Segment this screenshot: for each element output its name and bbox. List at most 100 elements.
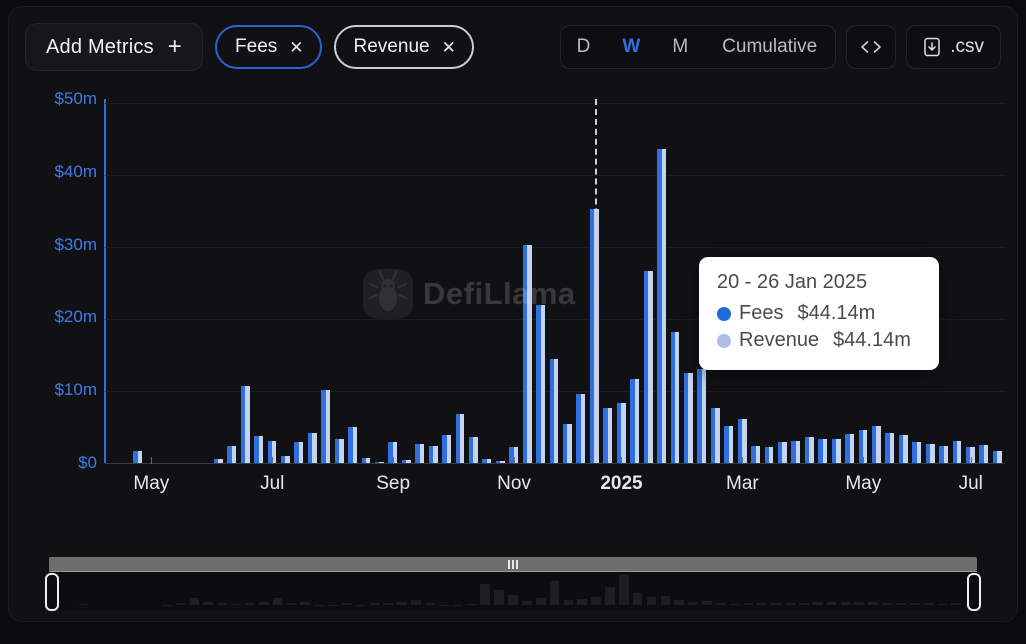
bar-fees [603,408,608,463]
tooltip-title: 20 - 26 Jan 2025 [717,271,868,293]
bar-fees [334,439,340,463]
download-csv-button[interactable]: .csv [906,25,1001,69]
chart-card: Add Metrics + Fees ✕ Revenue ✕ D W M Cum… [8,6,1018,622]
bar-revenue [822,438,828,463]
range-handle-right[interactable] [967,573,981,611]
x-axis-tick [272,457,274,464]
metric-chip-fees[interactable]: Fees ✕ [215,25,322,69]
x-axis-tick [742,457,744,464]
file-download-icon [924,37,940,57]
bar-revenue [271,441,277,463]
bar-revenue [742,419,747,463]
bar-revenue [433,445,438,463]
add-metrics-button[interactable]: Add Metrics + [25,23,204,71]
brush-mini-bar [688,601,698,605]
bar-fees [643,271,649,463]
bar-revenue [554,358,559,463]
bar-revenue [312,432,317,463]
bar-fees [845,434,850,463]
interval-option-d[interactable]: D [576,36,591,57]
brush-mini-bar [549,581,560,605]
bar-fees [469,437,474,463]
brush-mini-bar [231,604,241,605]
range-handle-left[interactable] [45,573,59,611]
bar-revenue [782,442,787,463]
bar-revenue [688,373,693,463]
brush-mini-bar [480,584,491,605]
brush-mini-bar [535,598,546,605]
embed-code-button[interactable] [846,25,897,69]
bar-fees [912,442,917,463]
bar-revenue [366,457,371,463]
brush-mini-bar [646,596,657,605]
x-axis-tick [970,457,972,464]
interval-option-w[interactable]: W [622,36,641,57]
brush-mini-bar [799,602,809,605]
bar-fees [589,208,595,463]
bar-fees [388,442,393,463]
metric-chip-fees-label: Fees [235,36,278,57]
y-axis-tick-label: $0 [78,453,97,472]
bar-fees [240,385,246,463]
brush-mini-bar [425,602,435,605]
brush-mini-bar [300,601,311,605]
brush-mini-bar [189,597,200,605]
bar-revenue [379,461,384,463]
plus-icon: + [167,33,183,60]
x-axis-tick [621,457,623,464]
bar-fees [831,439,837,463]
brush-mini-bar [923,602,934,605]
bar-fees [348,427,353,463]
hover-marker-line [594,99,597,463]
bar-fees [979,445,984,463]
bar-revenue [983,445,989,463]
bar-revenue [245,385,250,463]
bar-fees [563,424,568,463]
tooltip-dot-revenue [717,333,731,348]
bar-revenue [621,402,626,463]
bar-revenue [567,424,572,463]
plot-region[interactable] [105,99,1005,463]
bar-revenue [634,378,640,463]
brush-mini-bar [369,603,380,605]
brush-mini-bar [785,602,795,605]
bar-fees [442,434,447,463]
brush-mini-bar [882,603,892,605]
metric-chip-revenue[interactable]: Revenue ✕ [333,25,474,69]
tooltip-value-revenue: $44.14m [833,329,911,351]
bar-revenue [768,447,774,463]
bar-revenue [607,408,613,463]
bar-fees [898,434,904,463]
bar-fees [804,437,810,463]
brush-mini-bar [895,603,906,605]
brush-mini-bar [618,575,629,605]
brush-mini-bar [632,592,643,605]
y-axis-tick-label: $20m [54,307,97,327]
gridline [105,103,1005,104]
bar-revenue [419,444,425,463]
bar-revenue [486,458,492,463]
interval-option-m[interactable]: M [672,36,689,57]
brush-mini-bar [937,603,948,605]
gridline [105,175,1005,176]
bar-fees [549,358,555,463]
bar-revenue [473,437,478,463]
interval-option-cumulative[interactable]: Cumulative [722,36,818,57]
x-axis-tick-label: Sep [376,473,411,494]
brush-mini-bar [868,602,878,605]
bar-revenue [674,331,680,463]
brush-mini-bar [605,586,615,605]
brush-mini-bar [522,601,532,605]
bar-revenue [876,426,881,463]
bar-revenue [701,369,707,463]
bar-revenue [298,442,304,463]
range-brush[interactable] [45,547,981,611]
close-icon[interactable]: ✕ [289,37,304,57]
bar-revenue [903,434,908,463]
bar-revenue [809,437,814,463]
drag-grip-icon[interactable] [505,558,521,570]
bar-revenue [715,407,720,463]
bar-revenue [540,305,546,463]
bar-revenue [339,439,344,463]
close-icon[interactable]: ✕ [441,37,456,57]
